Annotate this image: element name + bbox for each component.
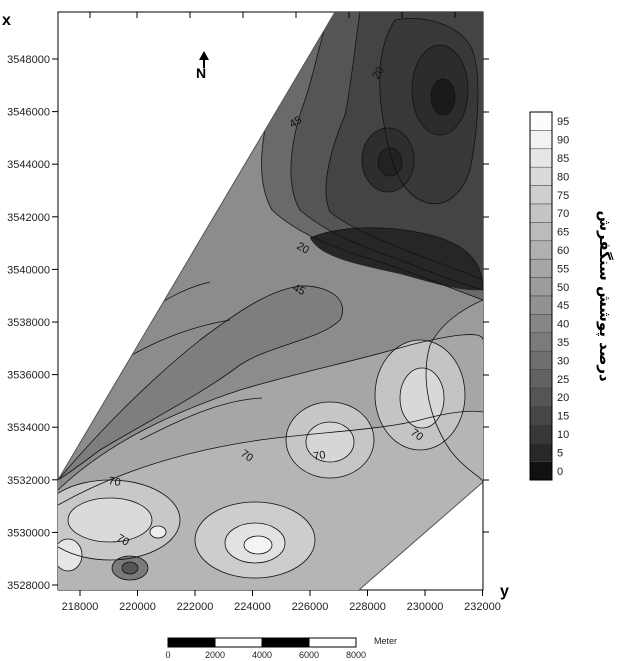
easting-tick-label: 222000: [177, 601, 214, 613]
legend-title: درصد پوشش سنگفرش: [595, 210, 614, 382]
legend-value: 75: [557, 190, 569, 202]
legend-value: 20: [557, 392, 569, 404]
northing-tick-label: 3536000: [7, 370, 50, 382]
easting-tick-label: 228000: [349, 601, 386, 613]
contour-label: 70: [115, 532, 132, 549]
legend-swatch: [529, 130, 553, 150]
contour-label: 70: [238, 448, 255, 465]
legend-value: 55: [557, 263, 569, 275]
contour-label: 20: [370, 65, 387, 82]
legend-swatch: [529, 461, 553, 481]
legend-swatch: [529, 424, 553, 444]
legend-value: 30: [557, 355, 569, 367]
northing-tick-label: 3532000: [7, 475, 50, 487]
legend-border: [529, 111, 553, 481]
scale-label: 0: [165, 650, 170, 660]
easting-tick-label: 230000: [407, 601, 444, 613]
northing-tick-label: 3546000: [7, 107, 50, 119]
legend-value: 95: [557, 116, 569, 128]
northing-tick-label: 3544000: [7, 159, 50, 171]
legend-swatch: [529, 222, 553, 242]
easting-axis: 218000 220000 222000 224000 226000 228000 2300…: [62, 590, 501, 613]
legend-swatch: [529, 185, 553, 205]
legend-swatch: [529, 240, 553, 260]
legend-swatch: [529, 406, 553, 426]
legend-value: 80: [557, 171, 569, 183]
legend-swatch: [529, 111, 553, 131]
legend-swatch: [529, 314, 553, 334]
northing-tick-label: 3530000: [7, 527, 50, 539]
legend-value: 50: [557, 282, 569, 294]
northing-tick-label: 3528000: [7, 580, 50, 592]
legend-value: 65: [557, 227, 569, 239]
survey-boundary-se: [358, 481, 484, 591]
y-axis-letter: y: [500, 583, 509, 600]
northing-axis: 3548000 3546000 3544000 3542000 3540000 35380…: [7, 54, 58, 592]
legend-value: 0: [557, 466, 563, 478]
easting-tick-label: 226000: [292, 601, 329, 613]
legend-swatch: [529, 350, 553, 370]
northing-tick-label: 3538000: [7, 317, 50, 329]
contour-label: 45: [288, 114, 305, 131]
frame-ticks: [89, 12, 489, 533]
x-axis-letter: x: [2, 12, 11, 29]
scale-unit: Meter: [374, 636, 397, 646]
contour-label: 70: [107, 475, 121, 489]
legend-swatch: [529, 166, 553, 186]
legend-value: 40: [557, 319, 569, 331]
legend-value: 5: [557, 447, 563, 459]
legend-value: 60: [557, 245, 569, 257]
northing-tick-label: 3534000: [7, 422, 50, 434]
survey-boundary: [57, 11, 336, 481]
legend-value: 15: [557, 411, 569, 423]
legend-value: 10: [557, 429, 569, 441]
easting-tick-label: 220000: [119, 601, 156, 613]
northing-tick-label: 3548000: [7, 54, 50, 66]
contour-labels: 20 45 20 45 70 70 70 70 70: [107, 65, 425, 549]
legend-value: 85: [557, 153, 569, 165]
legend-value: 90: [557, 135, 569, 147]
legend-swatch: [529, 277, 553, 297]
contour-label: 20: [295, 240, 312, 257]
scale-label: 6000: [299, 650, 319, 660]
north-arrow-label: N: [196, 65, 206, 81]
scale-label: 4000: [252, 650, 272, 660]
legend-swatch: [529, 332, 553, 352]
contour-label: 70: [408, 427, 425, 444]
legend-value: 70: [557, 208, 569, 220]
scale-bar: Meter 0 2000 4000 6000 8000: [165, 636, 397, 660]
legend-swatch: [529, 295, 553, 315]
scale-label: 2000: [205, 650, 225, 660]
easting-tick-label: 232000: [464, 601, 501, 613]
legend-value: 25: [557, 374, 569, 386]
legend-swatch: [529, 387, 553, 407]
contour-label: 45: [291, 282, 307, 298]
legend-swatch: [529, 148, 553, 168]
north-arrow-icon: N: [196, 51, 209, 81]
northing-tick-label: 3542000: [7, 212, 50, 224]
legend-value: 45: [557, 300, 569, 312]
legend-swatch: [529, 203, 553, 223]
easting-tick-label: 218000: [62, 601, 99, 613]
legend-swatch: [529, 258, 553, 278]
scale-label: 8000: [346, 650, 366, 660]
legend-swatch: [529, 442, 553, 462]
northing-tick-label: 3540000: [7, 264, 50, 276]
legend-swatch: [529, 369, 553, 389]
easting-tick-label: 224000: [234, 601, 271, 613]
legend-value: 35: [557, 337, 569, 349]
contour-label: 70: [312, 449, 326, 463]
